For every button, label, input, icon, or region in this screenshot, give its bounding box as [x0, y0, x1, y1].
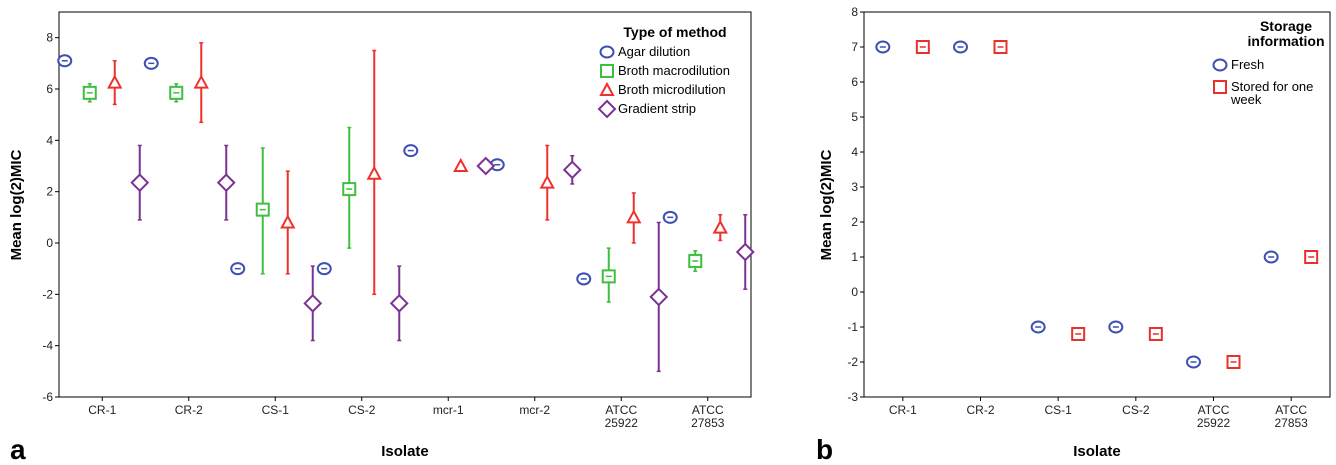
y-tick-label: -2	[847, 355, 858, 369]
y-tick-label: -4	[42, 339, 53, 353]
data-point	[626, 209, 642, 224]
legend-entry-label: Agar dilution	[618, 44, 690, 59]
plot-area-frame	[58, 11, 752, 398]
legend-title: information	[1248, 33, 1325, 49]
legend-title: Type of method	[623, 24, 726, 40]
data-point	[107, 74, 123, 89]
legend-entry-label: week	[1230, 92, 1262, 107]
y-tick-label: 6	[46, 82, 53, 96]
y-tick-label: 8	[851, 5, 858, 19]
x-tick-label: CR-1	[889, 403, 917, 417]
plot-area-frame	[863, 11, 1331, 398]
y-axis-label: Mean log(2)MIC	[818, 149, 835, 260]
x-tick-label: ATCC	[692, 403, 724, 417]
x-tick-label: 27853	[691, 416, 725, 430]
x-tick-label: CS-1	[262, 403, 290, 417]
legend: Type of method Agar dilution Broth macrodi…	[597, 24, 730, 119]
y-tick-label: 8	[46, 31, 53, 45]
panel-b-chart: Mean log(2)MIC Isolate b -3 -2 -1 0 1 2 3 4 5 6 7 8…	[816, 5, 1331, 465]
x-axis-label: Isolate	[381, 443, 429, 460]
legend-marker	[599, 81, 615, 96]
y-tick-label: 4	[46, 133, 53, 147]
data-point	[562, 160, 582, 180]
data-point	[539, 174, 555, 189]
y-tick-label: -6	[42, 390, 53, 404]
x-tick-label: CS-2	[348, 403, 376, 417]
data-point	[366, 165, 382, 180]
y-tick-label: 2	[46, 185, 53, 199]
data-point	[453, 157, 469, 172]
data-point	[130, 173, 150, 193]
data-point	[303, 293, 323, 313]
data-point	[735, 242, 755, 262]
y-tick-label: -1	[847, 320, 858, 334]
data-point	[389, 293, 409, 313]
legend-entry-label: Gradient strip	[618, 101, 696, 116]
legend-marker	[600, 64, 614, 78]
data-point	[216, 173, 236, 193]
x-tick-label: mcr-1	[433, 403, 464, 417]
legend-marker	[599, 45, 615, 59]
panel-label: b	[816, 434, 833, 465]
y-tick-label: 2	[851, 215, 858, 229]
x-tick-label: 27853	[1274, 416, 1308, 430]
x-tick-label: CR-2	[175, 403, 203, 417]
legend-entry-label: Fresh	[1231, 57, 1264, 72]
y-tick-label: 3	[851, 180, 858, 194]
y-tick-label: 6	[851, 75, 858, 89]
x-tick-label: CR-2	[966, 403, 994, 417]
data-point	[193, 74, 209, 89]
x-tick-label: ATCC	[1275, 403, 1307, 417]
legend-entry-label: Broth macrodilution	[618, 63, 730, 78]
x-tick-label: CR-1	[88, 403, 116, 417]
legend-entry-label: Stored for one	[1231, 79, 1313, 94]
y-tick-label: 1	[851, 250, 858, 264]
y-tick-label: 4	[851, 145, 858, 159]
x-axis-label: Isolate	[1073, 443, 1121, 460]
legend-marker	[1212, 58, 1228, 72]
x-tick-label: 25922	[1197, 416, 1231, 430]
data-point	[649, 287, 669, 307]
x-tick-label: ATCC	[1198, 403, 1230, 417]
legend-marker	[597, 99, 617, 119]
legend-marker	[1213, 80, 1227, 94]
panel-label: a	[10, 434, 26, 465]
y-axis-label: Mean log(2)MIC	[8, 149, 25, 260]
panel-a-chart: Mean log(2)MIC Isolate a -6 -4 -2 0 2 4 6 8 CR-1…	[8, 11, 755, 465]
data-point	[712, 219, 728, 234]
x-tick-label: CS-2	[1122, 403, 1150, 417]
x-tick-label: ATCC	[605, 403, 637, 417]
legend-entry-label: Broth microdilution	[618, 82, 726, 97]
x-tick-label: 25922	[605, 416, 639, 430]
y-tick-label: 7	[851, 40, 858, 54]
y-tick-label: 0	[851, 285, 858, 299]
legend-title: Storage	[1260, 18, 1312, 34]
y-tick-label: 5	[851, 110, 858, 124]
x-tick-label: CS-1	[1044, 403, 1072, 417]
data-point	[280, 214, 296, 229]
data-point	[476, 156, 496, 176]
y-tick-label: 0	[46, 236, 53, 250]
y-tick-label: -2	[42, 287, 53, 301]
x-tick-label: mcr-2	[519, 403, 550, 417]
y-tick-label: -3	[847, 390, 858, 404]
